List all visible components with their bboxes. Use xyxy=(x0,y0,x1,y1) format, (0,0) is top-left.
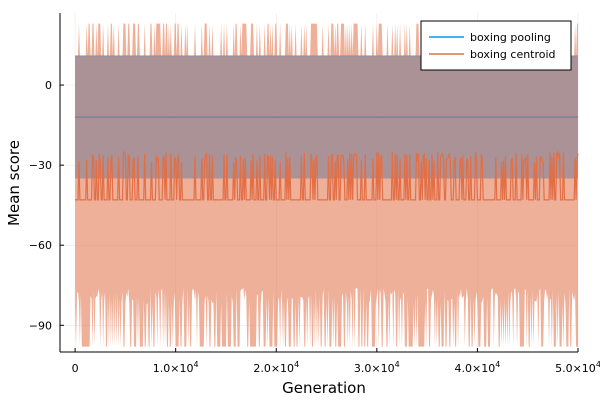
x-tick-label: 2.0×104 xyxy=(253,360,299,375)
legend-label-centroid: boxing centroid xyxy=(470,48,556,61)
x-tick-label: 4.0×104 xyxy=(455,360,501,375)
legend-box xyxy=(420,20,572,71)
y-tick-label: −90 xyxy=(29,319,52,332)
y-tick-label: −30 xyxy=(29,159,52,172)
y-tick-label: −60 xyxy=(29,239,52,252)
y-axis-label: Mean score xyxy=(5,140,23,226)
x-tick-label: 5.0×104 xyxy=(555,360,600,375)
legend: boxing pooling boxing centroid xyxy=(420,20,572,71)
series-boxing-centroid-line xyxy=(75,150,579,201)
x-tick-label: 3.0×104 xyxy=(354,360,400,375)
y-tick-label: 0 xyxy=(45,79,52,92)
x-axis-label: Generation xyxy=(282,379,366,397)
line-layer xyxy=(75,116,579,201)
x-tick-label: 0 xyxy=(72,362,79,375)
legend-label-pooling: boxing pooling xyxy=(470,31,551,44)
x-tick-label: 1.0×104 xyxy=(153,360,199,375)
tick-layer: 0 1.0×104 2.0×104 3.0×104 4.0×104 5.0×104 0 −30… xyxy=(29,79,600,375)
axis-layer xyxy=(59,13,578,353)
